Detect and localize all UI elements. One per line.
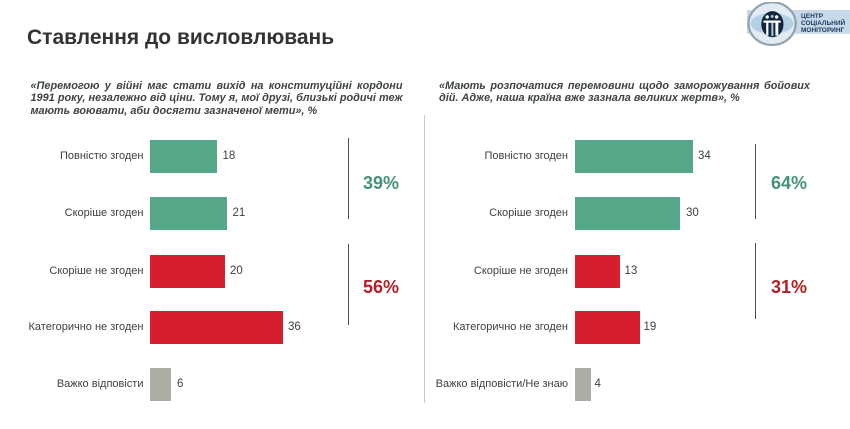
svg-text:ЦЕНТР: ЦЕНТР bbox=[801, 13, 824, 20]
svg-text:СОЦІАЛЬНИЙ: СОЦІАЛЬНИЙ bbox=[801, 18, 846, 27]
svg-text:МОНІТОРИНГ: МОНІТОРИНГ bbox=[801, 27, 845, 34]
